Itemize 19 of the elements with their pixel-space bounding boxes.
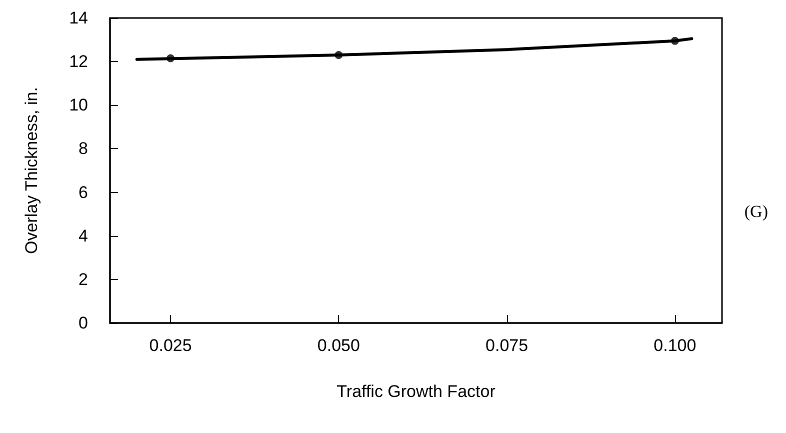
y-tick-label: 10 [69, 96, 88, 115]
y-tick-label: 4 [78, 226, 88, 246]
x-tick-label: 0.050 [317, 336, 360, 355]
x-tick-label: 0.100 [654, 336, 696, 355]
point [166, 54, 175, 62]
y-tick-label: 8 [78, 139, 88, 158]
x-tick-label: 0.075 [486, 336, 528, 355]
y-axis-title: Overlay Thickness, in. [22, 87, 41, 254]
point [334, 51, 343, 60]
x-axis-title: Traffic Growth Factor [336, 382, 496, 401]
line-series [135, 37, 694, 61]
y-tick-label: 14 [69, 8, 88, 28]
y-tick-label: 6 [78, 182, 88, 202]
x-tick-label: 0.025 [149, 336, 192, 355]
y-tick-label: 2 [78, 270, 88, 289]
text: (G) [744, 202, 768, 221]
y-tick-label: 0 [78, 314, 88, 332]
y-tick-label: 12 [69, 52, 88, 72]
point [670, 36, 679, 45]
